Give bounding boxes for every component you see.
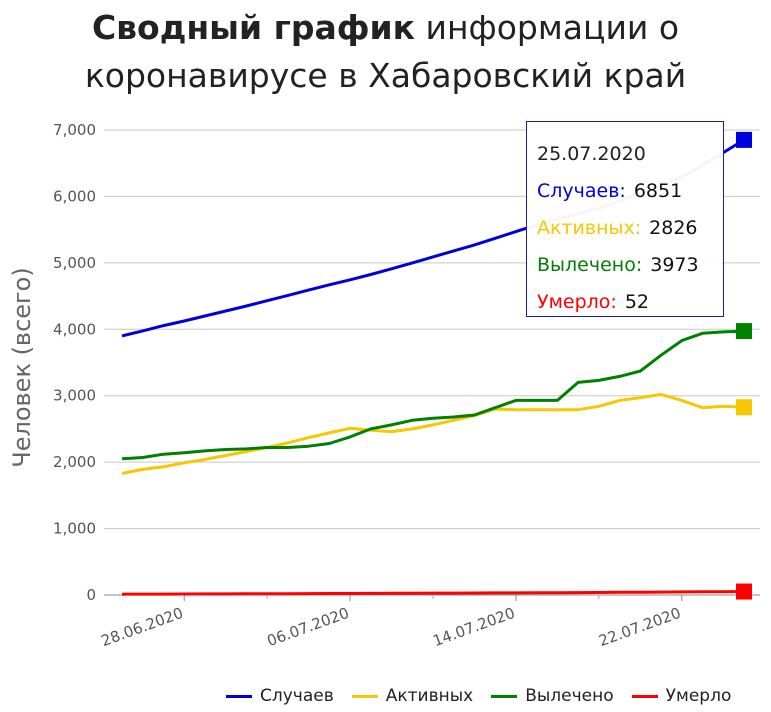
legend-item-cases[interactable]: Случаев bbox=[226, 686, 334, 706]
legend-swatch-cases bbox=[226, 694, 252, 698]
legend-swatch-recovered bbox=[491, 694, 518, 698]
y-axis-label: Человек (всего) bbox=[8, 267, 36, 467]
legend-label-recovered: Вылечено bbox=[525, 686, 614, 706]
legend-label-active: Активных bbox=[385, 686, 474, 706]
tooltip-label-cases: Случаев: bbox=[537, 180, 626, 202]
tooltip-value-recovered: 3973 bbox=[650, 254, 699, 276]
chart-title-line2: коронавирусе в Хабаровский край bbox=[84, 56, 687, 95]
tooltip-label-deaths: Умерло: bbox=[537, 291, 617, 313]
x-tick-label: 06.07.2020 bbox=[265, 604, 352, 650]
y-tick-label: 2,000 bbox=[53, 453, 96, 471]
y-tick-label: 6,000 bbox=[53, 187, 96, 205]
series-marker-active bbox=[736, 399, 752, 416]
chart-title-line1: Сводный график информации о bbox=[0, 4, 771, 52]
legend-item-deaths[interactable]: Умерло bbox=[631, 686, 732, 706]
hover-tooltip: 25.07.2020 Случаев: 6851 Активных: 2826 Вы… bbox=[526, 121, 724, 317]
tooltip-value-cases: 6851 bbox=[633, 180, 683, 202]
tooltip-value-deaths: 52 bbox=[624, 291, 650, 313]
y-tick-label: 5,000 bbox=[53, 254, 96, 272]
legend-item-active[interactable]: Активных bbox=[351, 686, 474, 706]
tooltip-row-active: Активных: 2826 bbox=[537, 210, 723, 247]
legend-label-cases: Случаев bbox=[260, 686, 334, 706]
series-marker-cases bbox=[736, 131, 752, 148]
tooltip-value-active: 2826 bbox=[649, 217, 698, 239]
tooltip-label-active: Активных: bbox=[537, 217, 642, 239]
series-marker-recovered bbox=[736, 323, 752, 340]
y-tick-label: 4,000 bbox=[53, 320, 96, 338]
chart-legend: Случаев Активных Вылечено Умерло bbox=[226, 683, 749, 709]
x-tick-label: 14.07.2020 bbox=[430, 604, 517, 650]
legend-item-recovered[interactable]: Вылечено bbox=[491, 686, 614, 706]
tooltip-label-recovered: Вылечено: bbox=[537, 254, 643, 276]
x-tick-label: 28.06.2020 bbox=[99, 604, 186, 650]
legend-label-deaths: Умерло bbox=[665, 686, 732, 706]
series-line-deaths bbox=[121, 590, 745, 596]
chart-title-rest: информации о bbox=[415, 8, 680, 47]
series-marker-deaths bbox=[736, 583, 752, 600]
chart-title-bold: Сводный график bbox=[91, 8, 416, 47]
tooltip-row-cases: Случаев: 6851 bbox=[537, 173, 723, 210]
series-line-recovered bbox=[121, 329, 745, 461]
x-tick-label: 22.07.2020 bbox=[596, 604, 683, 650]
series-line-active bbox=[121, 392, 745, 475]
tooltip-row-recovered: Вылечено: 3973 bbox=[537, 247, 723, 284]
tooltip-date: 25.07.2020 bbox=[537, 143, 646, 165]
y-tick-label: 7,000 bbox=[53, 121, 96, 139]
legend-swatch-deaths bbox=[631, 694, 658, 698]
y-tick-label: 3,000 bbox=[53, 387, 96, 405]
legend-swatch-active bbox=[351, 694, 378, 698]
y-tick-label: 0 bbox=[86, 586, 96, 604]
tooltip-row-deaths: Умерло: 52 bbox=[537, 284, 723, 321]
y-tick-label: 1,000 bbox=[53, 520, 96, 538]
chart-title: Сводный график информации о коронавирусе… bbox=[0, 4, 771, 100]
